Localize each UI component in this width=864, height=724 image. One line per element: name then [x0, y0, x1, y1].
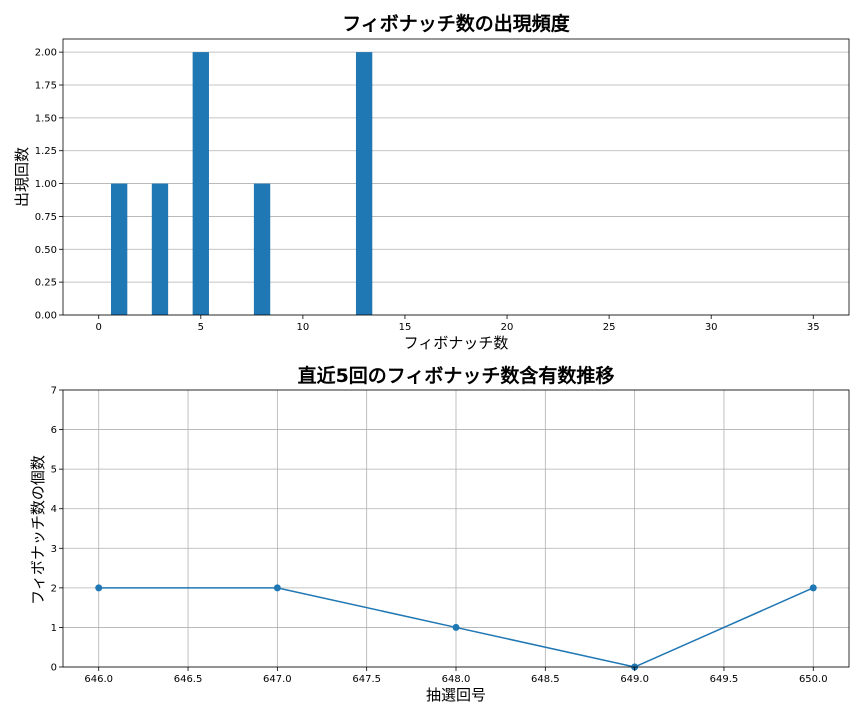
bar	[192, 52, 209, 316]
y-tick-label: 3	[51, 544, 57, 555]
bar	[110, 183, 128, 315]
y-tick-label: 0.75	[35, 212, 57, 223]
y-axis-label: 出現回数	[13, 147, 31, 207]
x-tick-label: 10	[297, 322, 310, 333]
y-axis-label: フィボナッチ数の個数	[29, 455, 47, 605]
chart-title: フィボナッチ数の出現頻度	[342, 12, 571, 35]
y-tick-label: 5	[51, 465, 57, 476]
y-tick-label: 2	[51, 583, 57, 594]
x-tick-label: 648.0	[442, 674, 471, 685]
y-tick-label: 1.00	[35, 179, 57, 190]
x-tick-label: 646.0	[84, 674, 113, 685]
bar-chart-frequency: フィボナッチ数の出現頻度 0 5 10 15 20 25 30 35 0.00 0.25 0.50…	[13, 12, 850, 352]
x-tick-label: 646.5	[174, 674, 203, 685]
y-tick-label: 0	[51, 663, 57, 674]
data-point	[809, 584, 817, 592]
x-tick-label: 25	[603, 322, 616, 333]
bar	[151, 183, 169, 315]
data-point	[95, 584, 103, 592]
y-tick-label: 6	[51, 425, 57, 436]
bar	[253, 183, 271, 315]
x-tick-label: 20	[501, 322, 514, 333]
x-tick-label: 649.5	[710, 674, 739, 685]
x-ticks: 646.0 646.5 647.0 647.5 648.0 648.5 649.0 649.5…	[84, 667, 828, 685]
x-tick-label: 0	[96, 322, 102, 333]
y-ticks: 0 1 2 3 4 5 6 7	[51, 386, 63, 674]
x-tick-label: 15	[399, 322, 412, 333]
y-tick-label: 1	[51, 623, 57, 634]
x-axis-label: フィボナッチ数	[404, 334, 509, 352]
y-tick-label: 1.75	[35, 81, 57, 92]
x-axis-label: 抽選回号	[426, 686, 486, 704]
x-tick-label: 649.0	[620, 674, 649, 685]
x-tick-label: 648.5	[531, 674, 560, 685]
plot-frame	[62, 389, 850, 668]
x-tick-label: 650.0	[799, 674, 828, 685]
y-tick-label: 1.50	[35, 113, 57, 124]
x-tick-label: 5	[198, 322, 204, 333]
y-tick-label: 0.00	[35, 311, 57, 322]
chart-title: 直近5回のフィボナッチ数含有数推移	[298, 364, 615, 387]
x-tick-label: 647.0	[263, 674, 292, 685]
x-ticks: 0 5 10 15 20 25 30 35	[96, 315, 820, 333]
y-ticks: 0.00 0.25 0.50 0.75 1.00 1.25 1.50 1.75 2.00	[35, 48, 63, 322]
x-tick-label: 35	[807, 322, 820, 333]
y-tick-label: 1.25	[35, 146, 57, 157]
plot-frame	[62, 38, 850, 316]
y-tick-label: 2.00	[35, 48, 57, 59]
bars	[110, 52, 373, 316]
y-tick-label: 0.25	[35, 278, 57, 289]
data-point	[273, 584, 281, 592]
data-point	[452, 623, 460, 631]
bar	[355, 52, 373, 316]
y-tick-label: 0.50	[35, 245, 57, 256]
y-tick-label: 4	[51, 504, 57, 515]
line-chart-trend: 直近5回のフィボナッチ数含有数推移 646.0 646.5 647.0 647.5 64…	[29, 364, 850, 704]
y-tick-label: 7	[51, 386, 57, 397]
gridlines	[63, 51, 849, 316]
x-tick-label: 647.5	[352, 674, 381, 685]
x-tick-label: 30	[705, 322, 718, 333]
